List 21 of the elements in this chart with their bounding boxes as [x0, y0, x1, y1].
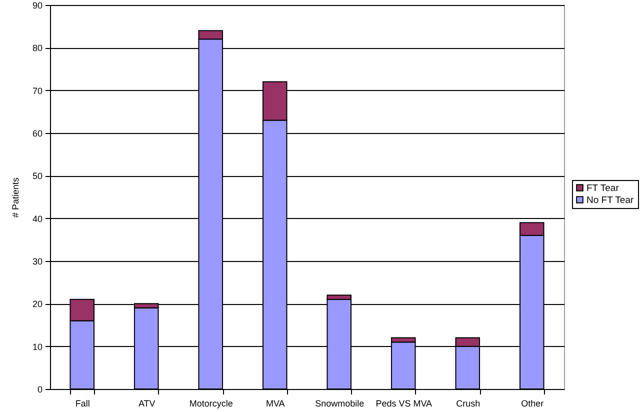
y-tick-label: 10 — [32, 342, 42, 352]
y-tick-label: 20 — [32, 299, 42, 310]
y-tick-label: 70 — [32, 86, 42, 96]
x-tick-label: Motorcycle — [189, 398, 233, 408]
x-tick-label: Snowmobile — [315, 398, 364, 408]
y-tick-label: 50 — [32, 171, 42, 182]
y-axis-title: # Patients — [10, 176, 20, 218]
legend-label: FT Tear — [586, 182, 619, 194]
y-tick-label: 60 — [32, 128, 42, 138]
y-tick-label: 90 — [32, 0, 42, 10]
y-tick-label: 80 — [32, 43, 42, 54]
y-tick-label: 0 — [37, 384, 42, 394]
x-tick-label: Other — [521, 398, 544, 408]
x-tick-label: Peds VS MVA — [376, 398, 432, 408]
x-tick-label: ATV — [138, 398, 156, 408]
y-tick-label: 30 — [32, 256, 42, 266]
legend-label: No FT Tear — [586, 194, 634, 206]
x-tick-label: Crush — [456, 398, 480, 408]
y-tick-label: 40 — [32, 214, 42, 224]
x-tick-label: Fall — [75, 398, 90, 408]
x-tick-label: MVA — [266, 398, 285, 408]
